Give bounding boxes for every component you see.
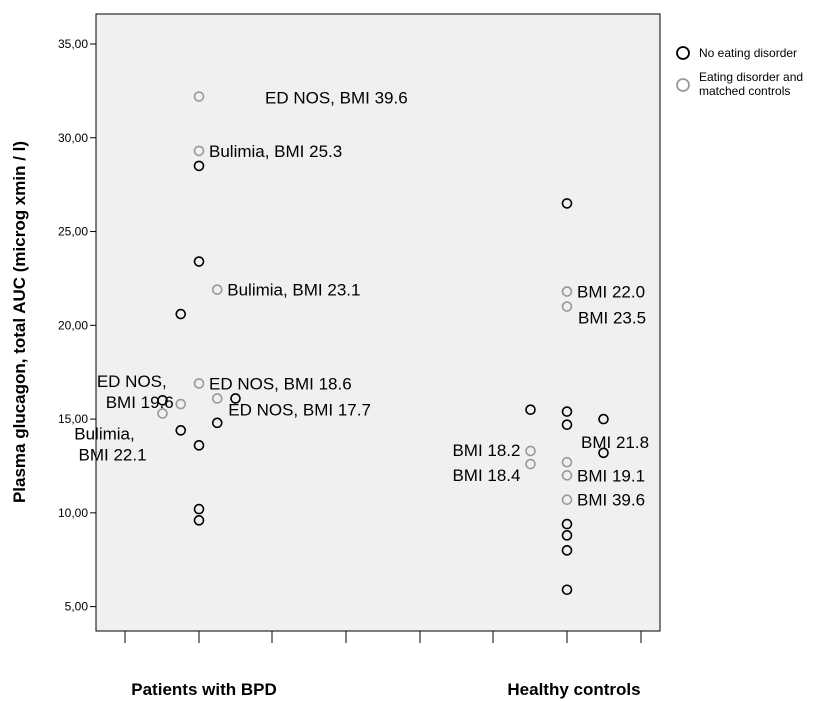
- point-ed: [193, 145, 205, 157]
- y-tick-label: 10,00: [58, 506, 88, 520]
- point-label: ED NOS, BMI 39.6: [265, 89, 408, 108]
- legend-label-ed-line2: matched controls: [699, 84, 790, 98]
- point-labels: ED NOS, BMI 39.6 Bulimia, BMI 25.3 Bulimia…: [74, 89, 649, 510]
- point-ed: [175, 398, 187, 410]
- point-no-ed: [561, 419, 573, 431]
- point-no-ed: [211, 417, 223, 429]
- point-no-ed: [230, 393, 241, 404]
- point-label: BMI 23.5: [578, 309, 646, 328]
- legend-label-ed-line1: Eating disorder and: [699, 70, 803, 84]
- point-no-ed: [157, 395, 168, 406]
- point-no-ed: [561, 530, 573, 541]
- point-ed: [525, 445, 536, 457]
- point-no-ed: [175, 308, 187, 320]
- point-ed: [193, 378, 205, 389]
- point-label: BMI 19.1: [577, 466, 645, 485]
- category-label-patients: Patients with BPD: [131, 680, 276, 699]
- point-no-ed: [561, 198, 573, 209]
- point-label: BMI 22.0: [577, 283, 645, 302]
- point-no-ed: [561, 545, 573, 556]
- point-label: BMI 21.8: [581, 433, 649, 452]
- point-ed: [561, 494, 573, 506]
- point-ed: [561, 470, 573, 481]
- point-label: BMI 39.6: [577, 491, 645, 510]
- point-no-ed: [598, 413, 609, 425]
- point-ed: [211, 284, 223, 295]
- category-label-controls: Healthy controls: [507, 680, 640, 699]
- y-tick-label: 35,00: [58, 37, 88, 51]
- y-tick-label: 25,00: [58, 225, 88, 239]
- axes: 5,00 10,00 15,00 20,00 25,00 30,00 35,00: [58, 37, 642, 643]
- point-label: BMI 18.2: [452, 441, 520, 460]
- point-ed: [561, 286, 573, 297]
- point-no-ed: [561, 406, 573, 417]
- point-label: BMI 18.4: [452, 466, 520, 485]
- point-no-ed: [561, 584, 573, 596]
- y-tick-label: 15,00: [58, 412, 88, 426]
- y-axis-label: Plasma glucagon, total AUC (microg xmin …: [10, 141, 29, 503]
- point-ed: [157, 408, 168, 419]
- point-label: ED NOS, BMI 17.7: [228, 400, 371, 419]
- legend-label-no-ed: No eating disorder: [699, 46, 797, 60]
- point-no-ed: [598, 447, 609, 459]
- point-ed: [193, 91, 205, 102]
- y-tick-label: 5,00: [65, 600, 89, 614]
- data-points: [157, 91, 609, 596]
- point-ed: [211, 393, 223, 404]
- legend-marker-no-ed: [676, 46, 690, 60]
- point-no-ed: [193, 515, 205, 526]
- legend: No eating disorder Eating disorder and m…: [676, 46, 806, 98]
- point-label: Bulimia, BMI 22.1: [74, 424, 146, 464]
- point-no-ed: [193, 256, 205, 267]
- point-ed: [561, 456, 573, 468]
- point-no-ed: [525, 404, 536, 416]
- y-tick-label: 20,00: [58, 318, 88, 332]
- point-label: ED NOS, BMI 19.6: [97, 372, 174, 412]
- point-label: Bulimia, BMI 23.1: [227, 281, 360, 300]
- point-ed: [561, 301, 573, 312]
- point-no-ed: [193, 440, 205, 451]
- legend-marker-ed: [676, 78, 690, 92]
- point-no-ed: [193, 503, 205, 515]
- point-no-ed: [561, 518, 573, 530]
- point-no-ed: [175, 425, 187, 436]
- point-no-ed: [193, 160, 205, 172]
- legend-label-ed: Eating disorder and matched controls: [699, 70, 806, 98]
- point-ed: [525, 458, 536, 470]
- y-tick-label: 30,00: [58, 131, 88, 145]
- point-label: Bulimia, BMI 25.3: [209, 142, 342, 161]
- point-label: ED NOS, BMI 18.6: [209, 374, 352, 393]
